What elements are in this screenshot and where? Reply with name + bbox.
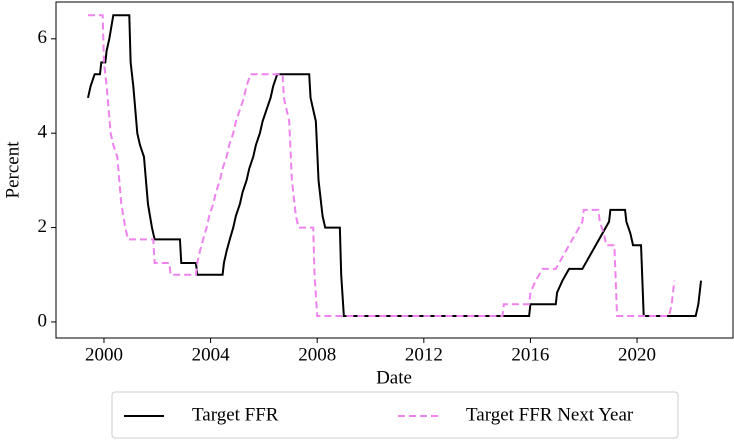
x-tick-label: 2008 [298,344,336,365]
legend-label: Target FFR [192,404,279,425]
y-tick-label: 4 [38,122,48,143]
x-tick-label: 2000 [85,344,123,365]
line-series [87,14,703,318]
legend-box [111,391,679,439]
y-tick-label: 2 [38,216,48,237]
line-series [87,14,676,318]
y-axis-label: Percent [2,141,23,199]
legend-label: Target FFR Next Year [466,404,634,425]
x-axis-label: Date [376,367,412,388]
x-tick-label: 2004 [192,344,231,365]
y-tick-label: 0 [38,310,48,331]
x-tick-label: 2020 [618,344,656,365]
x-tick-label: 2016 [511,344,549,365]
x-tick-label: 2012 [405,344,443,365]
y-tick-label: 6 [38,27,48,48]
plot-frame [55,1,734,339]
